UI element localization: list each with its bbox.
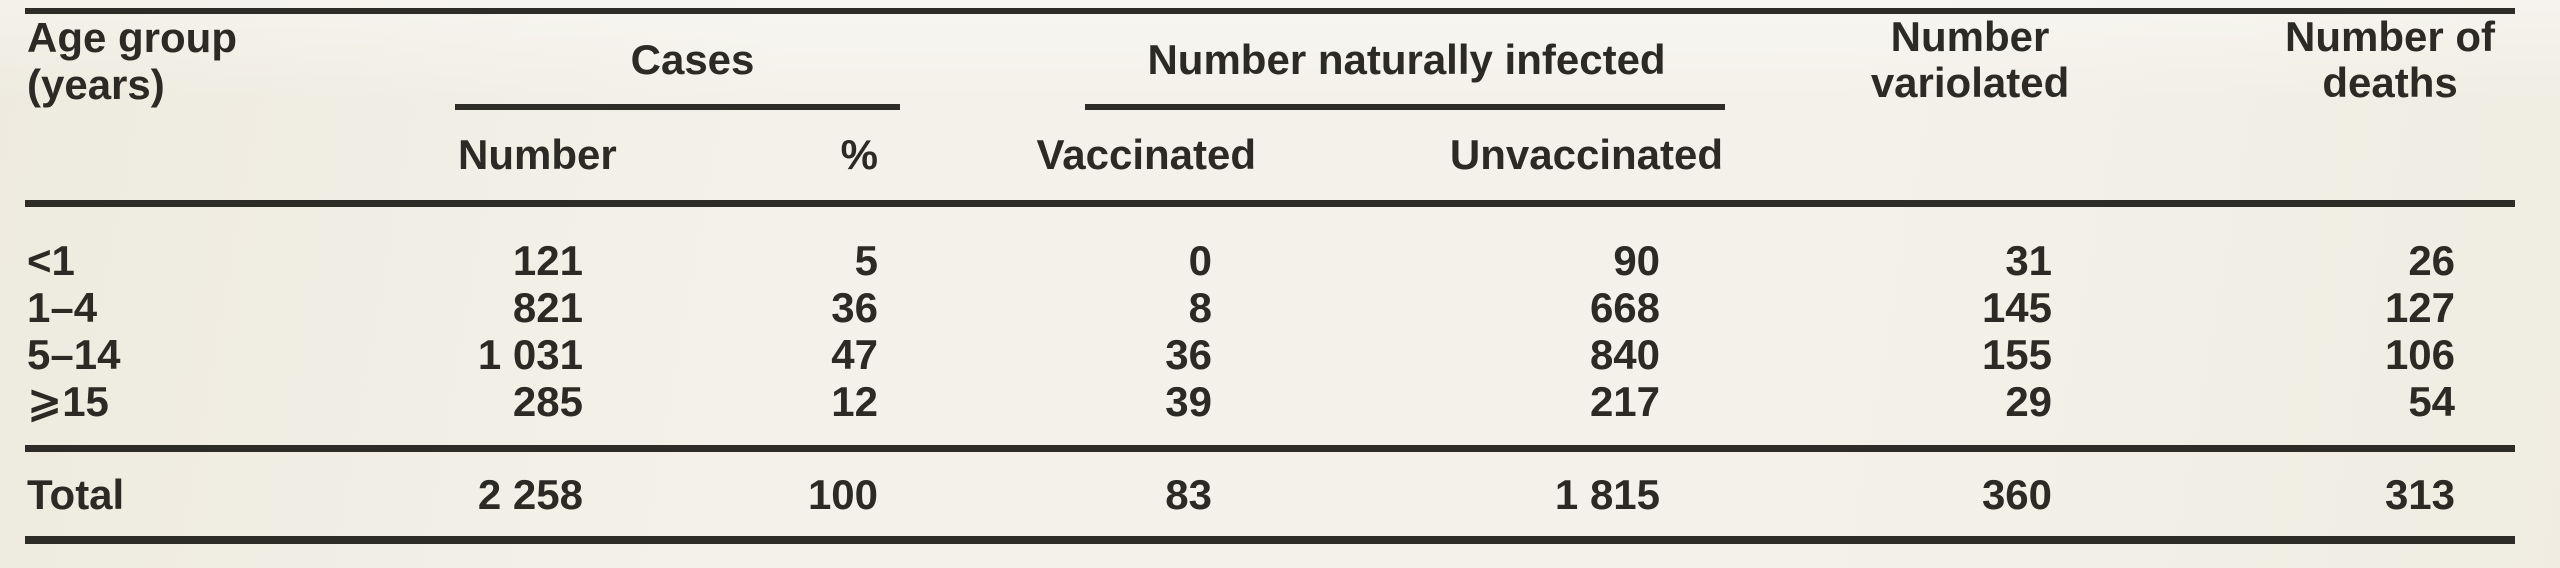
- naturally-infected-group-label: Number naturally infected: [1147, 36, 1666, 83]
- table-row: 5–14 1 031 47 36 840 155 106: [25, 331, 2515, 378]
- variolated-label-line1: Number: [1890, 13, 2050, 60]
- table-body: <1 121 5 0 90 31 26 1–4 821 36 8 668 145…: [25, 204, 2515, 449]
- deaths-label-line1: Number of: [2285, 13, 2496, 60]
- table-row: ⩾15 285 12 39 217 29 54: [25, 378, 2515, 449]
- table-row: 1–4 821 36 8 668 145 127: [25, 284, 2515, 331]
- smallpox-age-group-table: Age group (years) Cases Number naturally…: [25, 8, 2516, 544]
- deaths-cell: 26: [2408, 237, 2456, 284]
- cases-percent-cell: 5: [854, 237, 879, 284]
- variolated-label-line2: variolated: [1870, 59, 2070, 106]
- table-row: <1 121 5 0 90 31 26: [25, 204, 2515, 285]
- total-unvaccinated: 1 815: [1554, 470, 1661, 518]
- col-header-vaccinated: Vaccinated: [1036, 131, 1257, 178]
- total-variolated: 360: [1981, 470, 2053, 518]
- variolated-cell: 31: [2005, 237, 2053, 284]
- cases-number-cell: 821: [512, 284, 583, 331]
- variolated-cell: 155: [1981, 331, 2053, 378]
- unvaccinated-cell: 90: [1613, 237, 1661, 284]
- group-header-row: Age group (years) Cases Number naturally…: [25, 11, 2515, 110]
- total-cases-number: 2 258: [477, 470, 583, 518]
- col-group-naturally-infected: Number naturally infected: [930, 11, 1726, 110]
- cases-group-label: Cases: [630, 36, 755, 83]
- variolated-cell: 145: [1981, 284, 2053, 331]
- col-header-unvaccinated: Unvaccinated: [1449, 131, 1724, 178]
- naturally-infected-group-rule: [1085, 104, 1726, 110]
- unvaccinated-cell: 668: [1589, 284, 1661, 331]
- cases-number-cell: 1 031: [477, 331, 583, 378]
- vaccinated-cell: 8: [1188, 284, 1213, 331]
- age-group-cell: 5–14: [27, 331, 121, 378]
- cases-percent-cell: 12: [831, 378, 879, 425]
- cases-number-cell: 121: [512, 237, 583, 284]
- sub-header-row: Number % Vaccinated Unvaccinated: [25, 110, 2515, 204]
- unvaccinated-cell: 840: [1589, 331, 1661, 378]
- cases-percent-cell: 47: [831, 331, 879, 378]
- vaccinated-cell: 39: [1165, 378, 1213, 425]
- col-header-number-of-deaths: Number of deaths: [2115, 11, 2515, 204]
- table-header: Age group (years) Cases Number naturally…: [25, 11, 2516, 204]
- deaths-cell: 127: [2384, 284, 2456, 331]
- total-label: Total: [27, 470, 125, 518]
- col-header-age-group: Age group (years): [25, 11, 455, 204]
- age-group-label-line2: (years): [27, 61, 165, 108]
- cases-number-cell: 285: [512, 378, 583, 425]
- deaths-cell: 106: [2384, 331, 2456, 378]
- vaccinated-cell: 0: [1188, 237, 1213, 284]
- total-cases-percent: 100: [807, 470, 879, 518]
- total-deaths: 313: [2384, 470, 2456, 518]
- variolated-cell: 29: [2005, 378, 2053, 425]
- age-group-cell: <1: [27, 237, 75, 284]
- total-row: Total 2 258 100 83 1 815 360 313: [25, 449, 2515, 541]
- col-group-cases: Cases: [455, 11, 930, 110]
- col-header-number-variolated: Number variolated: [1725, 11, 2115, 204]
- unvaccinated-cell: 217: [1589, 378, 1661, 425]
- table-footer: Total 2 258 100 83 1 815 360 313: [25, 448, 2516, 541]
- age-group-cell: 1–4: [27, 284, 98, 331]
- vaccinated-cell: 36: [1165, 331, 1213, 378]
- deaths-label-line2: deaths: [2322, 59, 2458, 106]
- total-vaccinated: 83: [1165, 470, 1213, 518]
- cases-percent-cell: 36: [831, 284, 879, 331]
- cases-group-rule: [455, 104, 901, 110]
- col-header-cases-percent: %: [840, 131, 879, 178]
- age-group-cell: ⩾15: [27, 378, 109, 425]
- age-group-label-line1: Age group: [27, 14, 237, 61]
- deaths-cell: 54: [2408, 378, 2456, 425]
- col-header-cases-number: Number: [458, 131, 617, 178]
